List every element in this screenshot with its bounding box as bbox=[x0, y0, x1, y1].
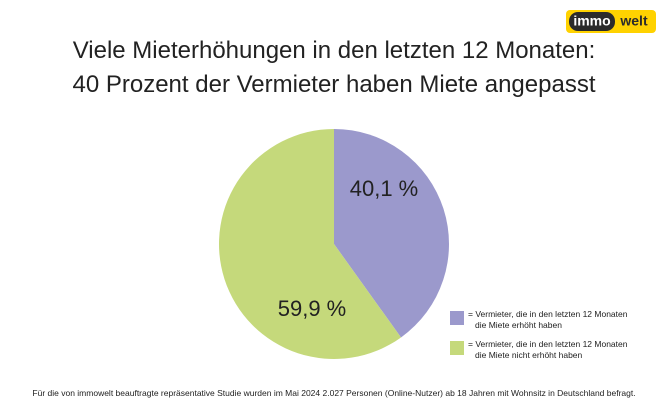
legend-swatch bbox=[450, 311, 464, 325]
pie-slice bbox=[334, 129, 449, 338]
legend-swatch bbox=[450, 341, 464, 355]
logo-right: welt bbox=[619, 13, 648, 29]
logo-left: immo bbox=[573, 13, 610, 29]
chart-title: Viele Mieterhöhungen in den letzten 12 M… bbox=[73, 37, 596, 64]
legend-label: = Vermieter, die in den letzten 12 Monat… bbox=[468, 339, 628, 360]
chart-title: 40 Prozent der Vermieter haben Miete ang… bbox=[73, 71, 596, 98]
legend-item: = Vermieter, die in den letzten 12 Monat… bbox=[450, 339, 640, 361]
value-label: 59,9 % bbox=[278, 296, 347, 321]
logo-pill bbox=[569, 12, 615, 31]
pie-slice bbox=[219, 129, 402, 359]
legend-label: = Vermieter, die in den letzten 12 Monat… bbox=[468, 309, 628, 330]
footnote: Für die von immowelt beauftragte repräse… bbox=[32, 388, 635, 398]
value-label: 40,1 % bbox=[350, 176, 419, 201]
legend-item: = Vermieter, die in den letzten 12 Monat… bbox=[450, 309, 640, 331]
